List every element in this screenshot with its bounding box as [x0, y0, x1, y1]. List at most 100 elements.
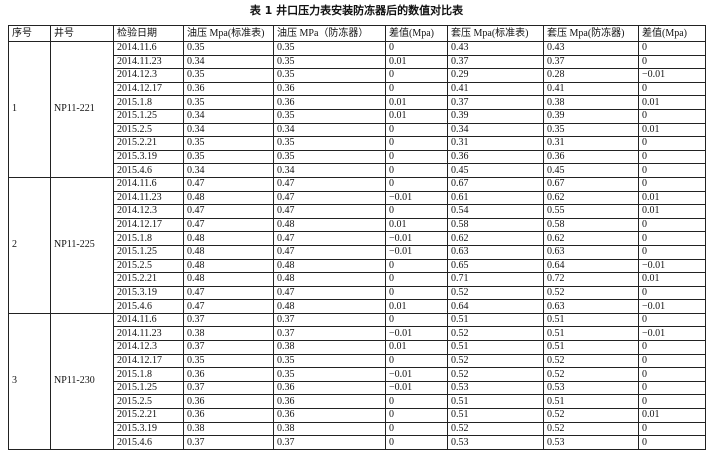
- table-row: 2014.12.3 0.37 0.38 0.01 0.51 0.51 0: [9, 340, 706, 355]
- cell-casing-diff: −0.01: [638, 258, 706, 274]
- table-row: 2015.1.25 0.37 0.36 −0.01 0.53 0.53 0: [9, 380, 706, 396]
- cell-oil-diff: −0.01: [385, 367, 448, 382]
- cell-date: 2015.4.6: [113, 299, 184, 314]
- cell-oil-diff: 0: [385, 258, 448, 274]
- table-row: 2015.1.8 0.36 0.35 −0.01 0.52 0.52 0: [9, 367, 706, 382]
- cell-oil-diff: 0: [385, 41, 448, 56]
- cell-casing-std: 0.53: [447, 435, 544, 450]
- cell-casing-diff: 0: [638, 353, 706, 369]
- cell-oil-std: 0.35: [183, 136, 274, 151]
- cell-oil-antifreeze: 0.35: [273, 353, 386, 369]
- cell-oil-diff: 0: [385, 394, 448, 410]
- cell-casing-antifreeze: 0.67: [543, 176, 639, 192]
- cell-casing-antifreeze: 0.62: [543, 231, 639, 246]
- table-row: 2015.3.19 0.38 0.38 0 0.52 0.52 0: [9, 421, 706, 437]
- cell-casing-std: 0.41: [447, 81, 544, 97]
- cell-casing-diff: 0: [638, 340, 706, 355]
- cell-oil-std: 0.47: [183, 176, 274, 192]
- cell-oil-diff: 0: [385, 68, 448, 83]
- cell-casing-antifreeze: 0.51: [543, 394, 639, 410]
- cell-casing-diff: 0: [638, 176, 706, 192]
- cell-oil-antifreeze: 0.36: [273, 408, 386, 423]
- cell-casing-std: 0.37: [447, 54, 544, 70]
- cell-casing-std: 0.53: [447, 380, 544, 396]
- cell-date: 2015.2.21: [113, 136, 184, 151]
- cell-casing-diff: 0: [638, 108, 706, 124]
- cell-oil-std: 0.37: [183, 380, 274, 396]
- cell-oil-std: 0.37: [183, 312, 274, 328]
- cell-date: 2015.3.19: [113, 421, 184, 437]
- cell-casing-antifreeze: 0.51: [543, 312, 639, 328]
- cell-casing-diff: 0: [638, 394, 706, 410]
- cell-casing-diff: 0.01: [638, 272, 706, 287]
- cell-oil-std: 0.36: [183, 81, 274, 97]
- cell-date: 2014.11.23: [113, 326, 184, 342]
- cell-casing-std: 0.45: [447, 163, 544, 178]
- cell-oil-std: 0.34: [183, 163, 274, 178]
- table-row: 2014.12.3 0.35 0.35 0 0.29 0.28 −0.01: [9, 68, 706, 83]
- table-row: 2015.2.5 0.36 0.36 0 0.51 0.51 0: [9, 394, 706, 410]
- cell-date: 2015.3.19: [113, 285, 184, 301]
- cell-oil-antifreeze: 0.47: [273, 244, 386, 260]
- cell-casing-std: 0.65: [447, 258, 544, 274]
- cell-casing-diff: 0: [638, 54, 706, 70]
- cell-casing-diff: 0: [638, 136, 706, 151]
- header-casing-diff: 差值(Mpa): [638, 25, 706, 42]
- cell-oil-std: 0.36: [183, 408, 274, 423]
- cell-oil-std: 0.35: [183, 95, 274, 110]
- cell-oil-diff: −0.01: [385, 380, 448, 396]
- cell-date: 2014.12.3: [113, 68, 184, 83]
- table-row: 2014.12.17 0.36 0.36 0 0.41 0.41 0: [9, 81, 706, 97]
- cell-well: NP11-221: [50, 41, 114, 178]
- cell-oil-std: 0.47: [183, 285, 274, 301]
- cell-casing-std: 0.61: [447, 190, 544, 206]
- cell-oil-diff: 0: [385, 408, 448, 423]
- cell-casing-diff: 0: [638, 244, 706, 260]
- cell-oil-antifreeze: 0.47: [273, 176, 386, 192]
- header-well: 井号: [50, 25, 114, 42]
- cell-oil-std: 0.35: [183, 41, 274, 56]
- cell-casing-std: 0.37: [447, 95, 544, 110]
- table-row: 2015.1.25 0.34 0.35 0.01 0.39 0.39 0: [9, 108, 706, 124]
- cell-date: 2015.2.5: [113, 258, 184, 274]
- cell-oil-std: 0.47: [183, 299, 274, 314]
- table-row: 2015.2.21 0.48 0.48 0 0.71 0.72 0.01: [9, 272, 706, 287]
- cell-casing-antifreeze: 0.36: [543, 149, 639, 165]
- cell-oil-std: 0.36: [183, 367, 274, 382]
- cell-oil-diff: 0: [385, 312, 448, 328]
- cell-oil-diff: 0: [385, 122, 448, 138]
- cell-date: 2015.2.21: [113, 272, 184, 287]
- table-row: 2014.12.17 0.47 0.48 0.01 0.58 0.58 0: [9, 217, 706, 233]
- cell-casing-diff: 0: [638, 367, 706, 382]
- cell-oil-std: 0.48: [183, 272, 274, 287]
- cell-casing-diff: −0.01: [638, 299, 706, 314]
- cell-oil-diff: 0: [385, 435, 448, 450]
- table-row: 2014.11.23 0.48 0.47 −0.01 0.61 0.62 0.01: [9, 190, 706, 206]
- cell-no: 1: [8, 41, 51, 178]
- cell-oil-std: 0.36: [183, 394, 274, 410]
- cell-casing-std: 0.51: [447, 394, 544, 410]
- cell-oil-diff: 0.01: [385, 217, 448, 233]
- cell-casing-antifreeze: 0.52: [543, 285, 639, 301]
- table-row: 2015.1.25 0.48 0.47 −0.01 0.63 0.63 0: [9, 244, 706, 260]
- table-row: 2015.1.8 0.48 0.47 −0.01 0.62 0.62 0: [9, 231, 706, 246]
- cell-oil-diff: 0: [385, 81, 448, 97]
- cell-date: 2015.1.25: [113, 108, 184, 124]
- header-row: 序号 井号 检验日期 油压 Mpa(标准表) 油压 MPa（防冻器） 差值(Mpa) 套压 …: [8, 25, 706, 42]
- cell-casing-antifreeze: 0.52: [543, 367, 639, 382]
- cell-casing-antifreeze: 0.63: [543, 299, 639, 314]
- cell-oil-antifreeze: 0.35: [273, 68, 386, 83]
- cell-casing-antifreeze: 0.53: [543, 380, 639, 396]
- cell-oil-antifreeze: 0.36: [273, 380, 386, 396]
- cell-oil-antifreeze: 0.36: [273, 95, 386, 110]
- table-row: 2015.3.19 0.35 0.35 0 0.36 0.36 0: [9, 149, 706, 165]
- cell-casing-std: 0.51: [447, 408, 544, 423]
- cell-oil-diff: −0.01: [385, 326, 448, 342]
- table-row: 2015.2.5 0.34 0.34 0 0.34 0.35 0.01: [9, 122, 706, 138]
- cell-oil-diff: 0.01: [385, 54, 448, 70]
- header-casing-antifreeze: 套压 Mpa(防冻器): [543, 25, 639, 42]
- cell-no: 3: [8, 312, 51, 450]
- cell-date: 2015.2.21: [113, 408, 184, 423]
- cell-date: 2014.11.6: [113, 312, 184, 328]
- cell-oil-diff: 0: [385, 163, 448, 178]
